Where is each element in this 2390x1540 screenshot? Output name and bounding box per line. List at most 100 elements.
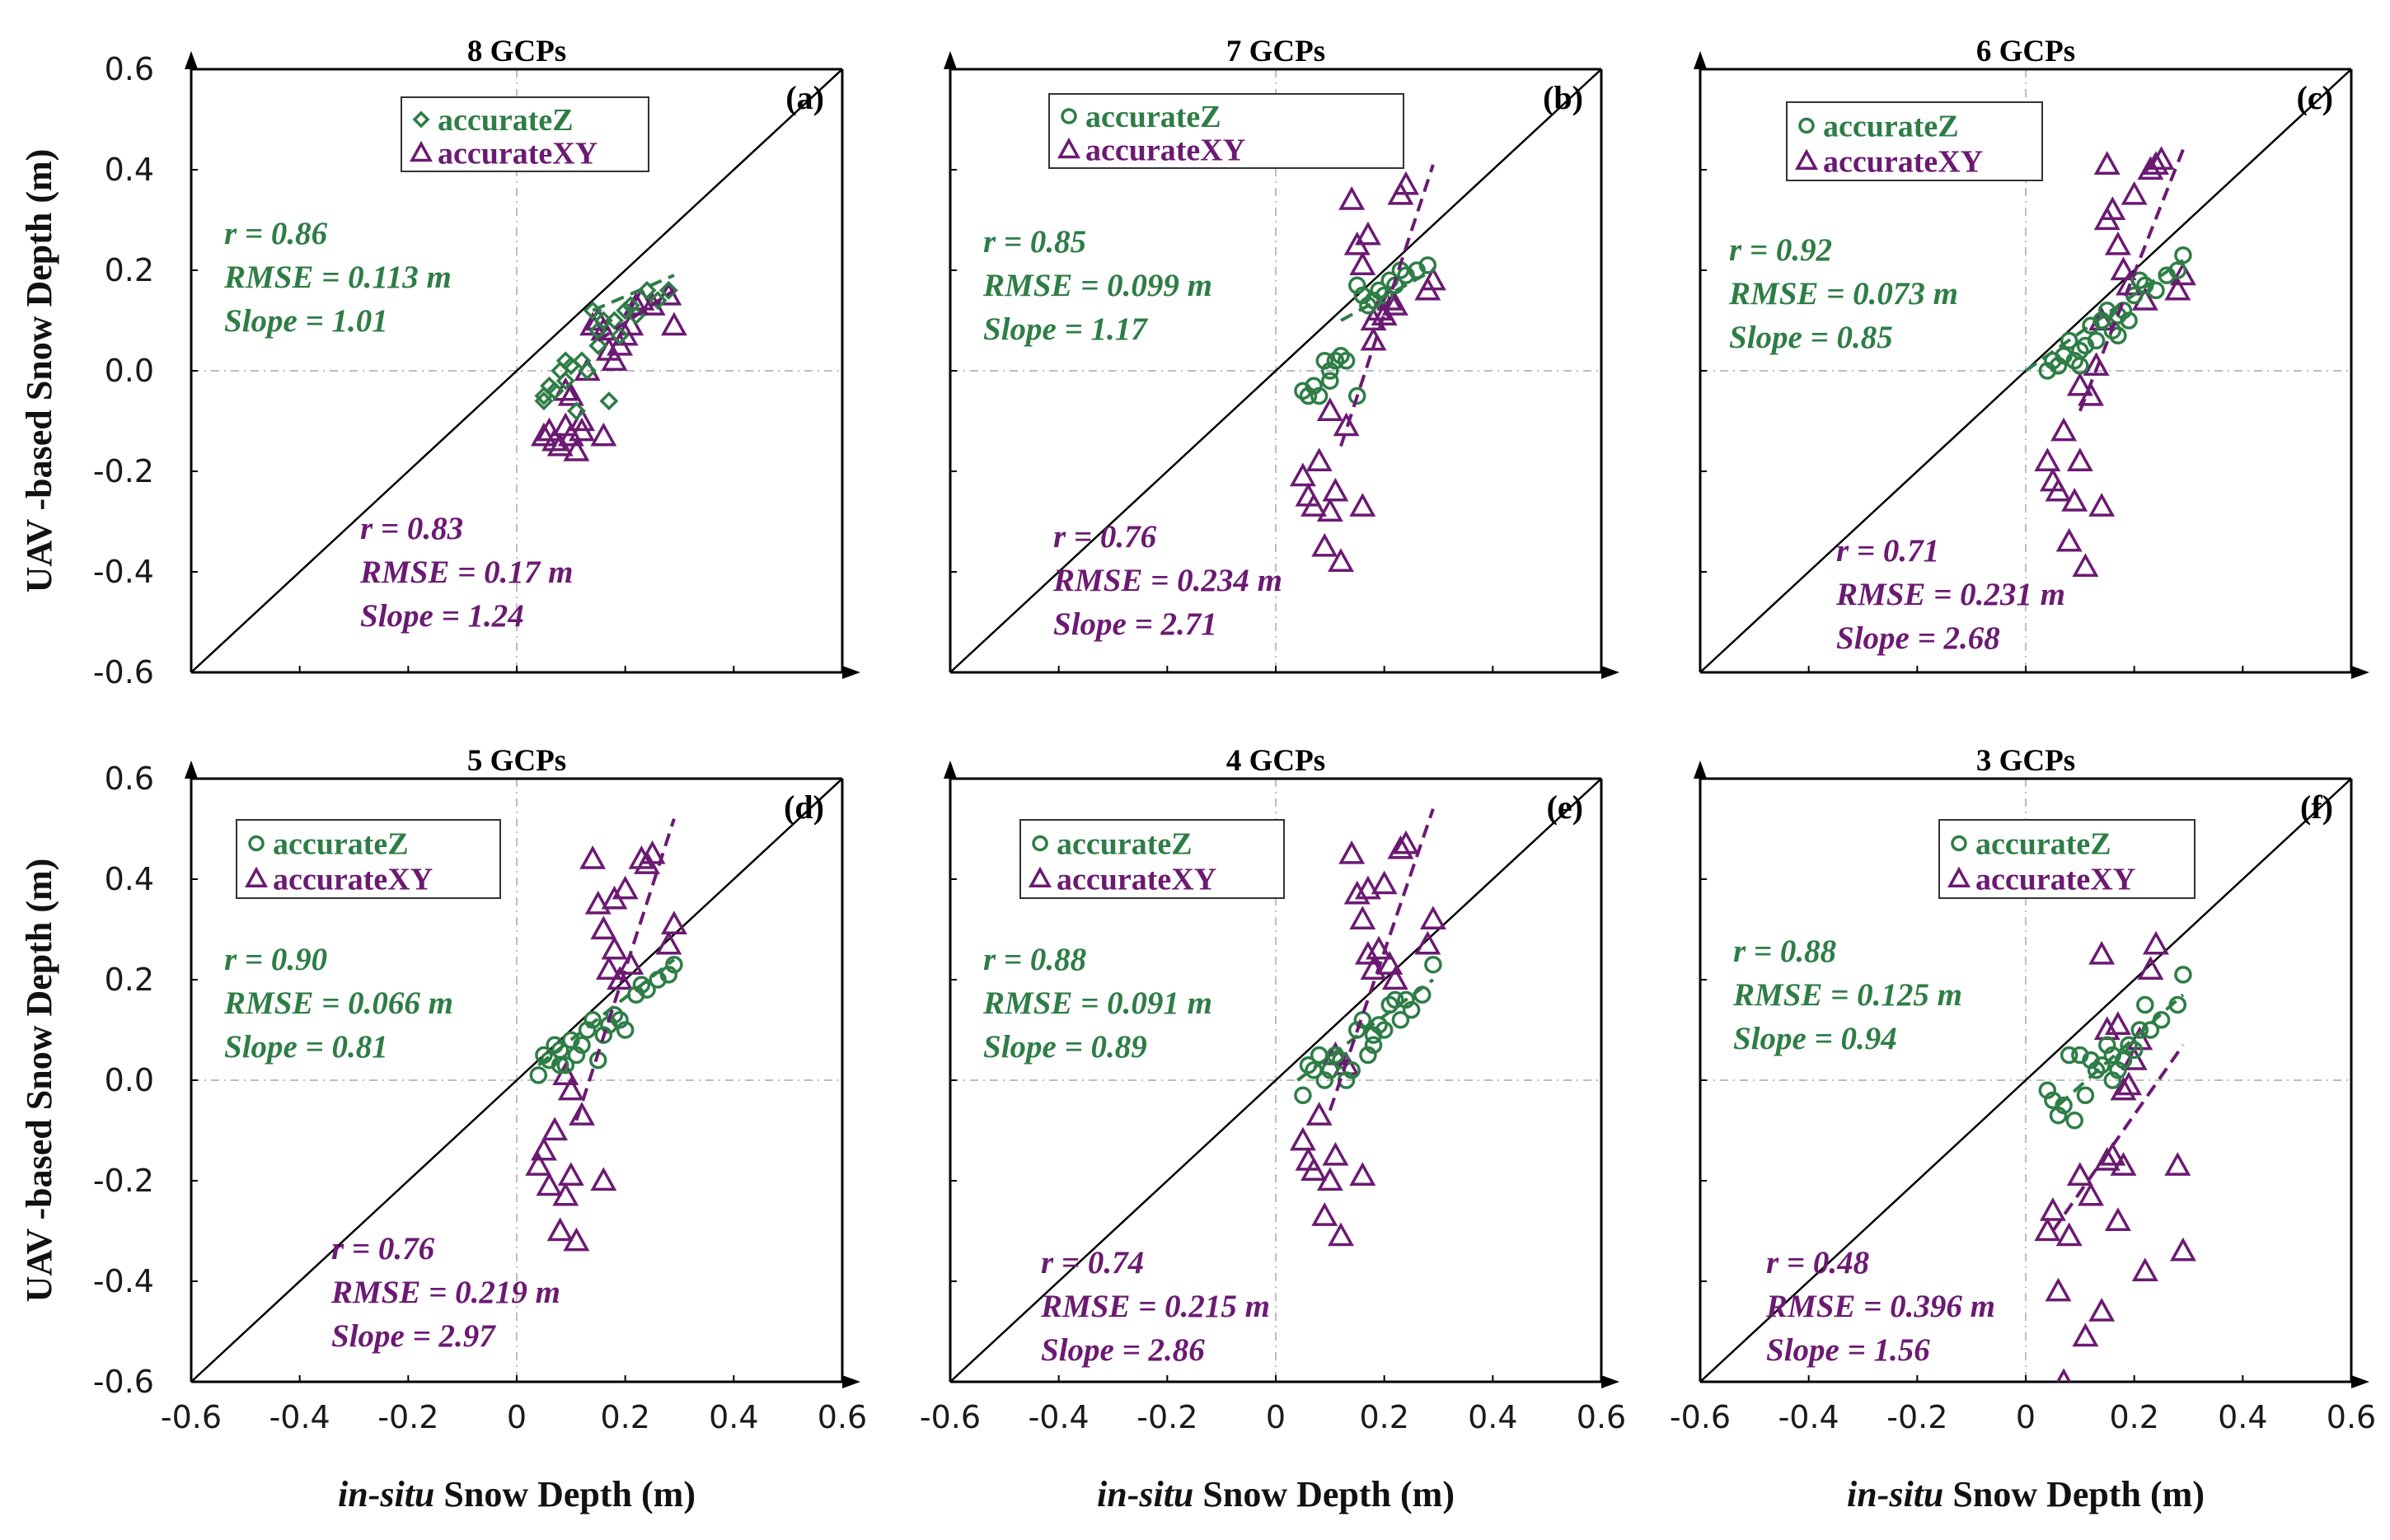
xy-point <box>1393 830 1419 854</box>
y-tick-label: 0.0 <box>105 353 154 389</box>
x-tick-label: 0.2 <box>1359 1399 1408 1435</box>
xy-point <box>2110 1152 2137 1176</box>
legend-xy-marker <box>1947 866 1971 887</box>
xy-point <box>1393 171 1419 195</box>
xy-point <box>579 845 607 869</box>
z-point <box>1321 372 1339 390</box>
panel-label: (b) <box>1543 79 1583 116</box>
xy-point <box>1316 498 1343 522</box>
panel-title: 3 GCPs <box>1976 744 2075 778</box>
stats-xy-line: r = 0.76 <box>1053 519 1157 555</box>
legend-z-marker <box>412 110 430 129</box>
xy-point <box>557 1162 584 1187</box>
z-point <box>1424 955 1442 974</box>
xy-point <box>1381 292 1408 316</box>
z-point <box>1337 352 1356 370</box>
legend-z-marker <box>1798 117 1815 134</box>
fit-line-z <box>537 958 676 1067</box>
z-point <box>1326 1046 1345 1065</box>
xy-point <box>541 427 569 452</box>
xy-point <box>2066 447 2093 471</box>
x-axis-arrow <box>2351 1375 2369 1388</box>
xy-point <box>1387 835 1414 859</box>
x-tick-label: 0.4 <box>1468 1399 1517 1435</box>
panel-title: 8 GCPs <box>467 35 566 68</box>
xy-point <box>2104 1011 2131 1036</box>
xy-point <box>2093 151 2121 176</box>
stats-xy-line: RMSE = 0.219 m <box>330 1275 560 1310</box>
xy-point <box>546 1217 574 1242</box>
z-point <box>658 280 678 300</box>
xy-point <box>552 1061 579 1086</box>
xy-point <box>2143 151 2169 176</box>
xy-point <box>557 1076 584 1101</box>
xy-point <box>530 422 557 447</box>
z-point <box>566 401 586 421</box>
z-point <box>534 391 554 411</box>
xy-point <box>1338 185 1366 210</box>
xy-point <box>1354 940 1381 965</box>
stats-xy-line: RMSE = 0.231 m <box>1835 577 2065 612</box>
z-point <box>2087 331 2106 350</box>
xy-point <box>2072 553 2099 578</box>
panel-d: 5 GCPs -0.6 -0.4 -0.2 0 0.2 0.4 0.6 0.6 0.4 0.2 0.0… <box>93 744 867 1435</box>
fit-line-z <box>1340 269 1434 322</box>
xy-point <box>2104 1207 2131 1231</box>
xy-point <box>2055 527 2083 552</box>
stats-z-line: r = 0.86 <box>224 216 328 251</box>
xy-point <box>2061 487 2088 512</box>
xy-point <box>607 966 634 990</box>
xy-point <box>1349 1162 1376 1187</box>
legend-xy-label: accurateXY <box>1975 862 2135 896</box>
fit-line-z <box>592 274 675 312</box>
stats-xy: r = 0.74 RMSE = 0.215 m Slope = 2.86 <box>1040 1245 1270 1368</box>
x-tick-label: 0 <box>507 1399 527 1435</box>
z-point <box>2076 1086 2095 1105</box>
legend-z-label: accurateZ <box>1823 110 1959 144</box>
xy-point <box>2121 180 2148 205</box>
z-point <box>1359 296 1377 315</box>
z-point <box>1375 286 1394 305</box>
x-axis-arrow <box>842 1375 860 1388</box>
xy-point <box>601 347 628 371</box>
legend-xy-marker <box>1057 137 1080 159</box>
z-point <box>1380 271 1399 289</box>
stats-xy-line: Slope = 1.56 <box>1766 1332 1930 1368</box>
z-point <box>2120 1036 2138 1055</box>
z-point <box>2087 1061 2106 1079</box>
legend-z-marker <box>1061 108 1077 124</box>
panel-f: 3 GCPs -0.6 -0.4 -0.2 0 0.2 0.4 0.6 (f) accurateZ… <box>1670 744 2376 1435</box>
xy-point <box>2055 1222 2083 1247</box>
legend-z-marker <box>1032 835 1048 852</box>
xy-point <box>1349 493 1376 517</box>
legend-box <box>1019 819 1285 899</box>
z-point <box>556 1056 574 1074</box>
x-axis-title-rest: Snow Depth (m) <box>1943 1474 2205 1514</box>
xy-point <box>639 840 666 864</box>
x-axis-arrow <box>1601 666 1619 679</box>
x-axis-arrow <box>1601 1375 1619 1388</box>
xy-point <box>2072 1322 2099 1347</box>
y-tick-label: 0.4 <box>105 861 154 897</box>
z-point <box>588 336 608 355</box>
xy-point <box>1338 840 1366 864</box>
xy-point <box>1354 221 1381 246</box>
xy-point <box>2148 146 2175 170</box>
z-point <box>616 301 635 321</box>
legend-xy-marker <box>410 140 433 162</box>
one-to-one-line <box>949 68 1602 673</box>
z-point <box>2120 311 2138 330</box>
x-axis-title-right: in-situ Snow Depth (m) <box>1847 1474 2205 1514</box>
legend-xy-label: accurateXY <box>1085 133 1245 168</box>
y-tick-label: -0.4 <box>93 1263 154 1299</box>
x-tick-label: 0.2 <box>600 1399 649 1435</box>
z-point <box>648 291 668 311</box>
stats-z: r = 0.88 RMSE = 0.091 m Slope = 0.89 <box>982 942 1212 1065</box>
x-axis-title-italic: in-situ <box>338 1474 434 1514</box>
fit-line-xy <box>1339 164 1435 447</box>
data-layer <box>525 818 687 1252</box>
y-tick-label: 0.0 <box>105 1062 154 1098</box>
z-point <box>1391 1011 1410 1029</box>
